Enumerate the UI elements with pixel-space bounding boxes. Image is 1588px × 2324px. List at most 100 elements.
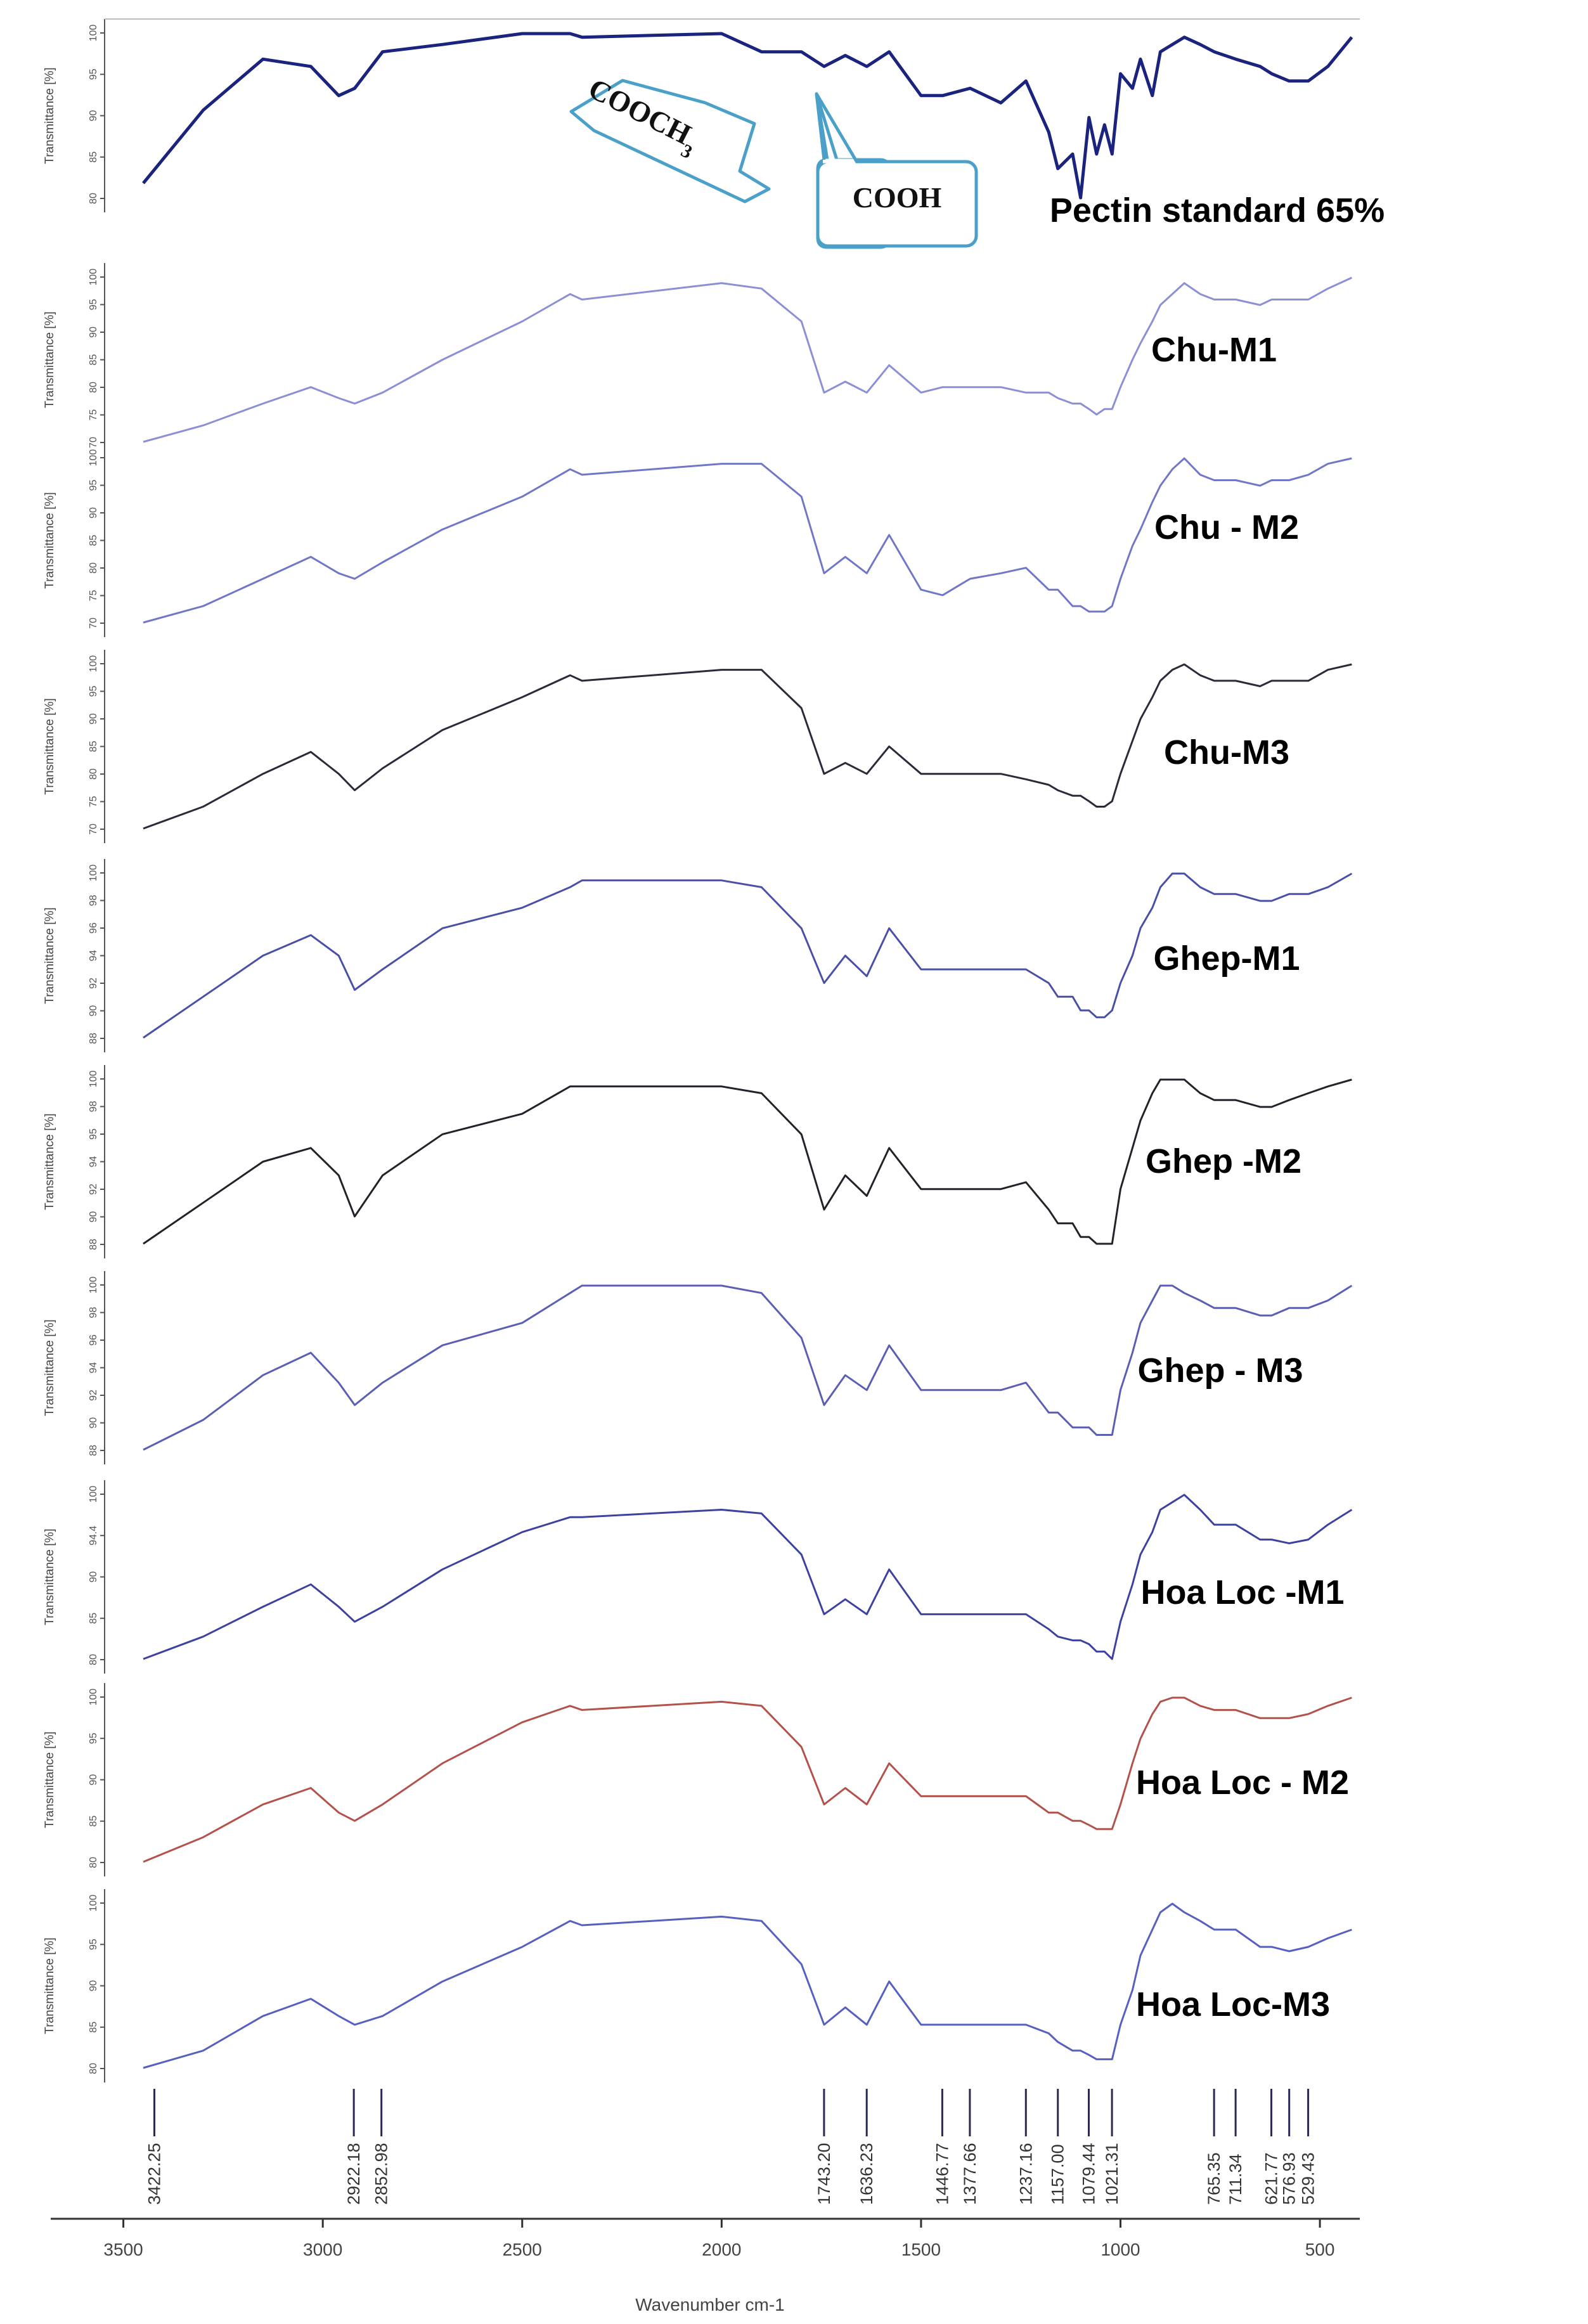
spectrum-line xyxy=(142,32,1353,200)
y-tick-label: 85 xyxy=(88,152,99,163)
peak-marker: 2922.18 xyxy=(344,2089,363,2205)
peak-marker-label: 1743.20 xyxy=(815,2143,834,2205)
y-tick-label: 100 xyxy=(88,269,99,286)
sample-label: Ghep-M1 xyxy=(1153,939,1300,978)
peak-marker: 1636.23 xyxy=(857,2089,876,2205)
peak-marker-label: 711.34 xyxy=(1226,2153,1245,2205)
y-tick-label: 88 xyxy=(88,1445,99,1456)
y-tick-label: 75 xyxy=(88,410,99,421)
peak-marker-label: 2922.18 xyxy=(344,2143,363,2205)
y-tick-label: 100 xyxy=(88,1071,99,1088)
peak-marker-label: 1446.77 xyxy=(933,2143,952,2205)
y-tick-label: 85 xyxy=(88,535,99,546)
x-tick-label: 3500 xyxy=(103,2240,143,2259)
x-axis-ticks: 3500 3000 2500 2000 1500 1000 500 xyxy=(103,2219,1334,2259)
y-tick-label: 95 xyxy=(88,1128,99,1140)
y-tick-label: 90 xyxy=(88,713,99,725)
y-tick-label: 80 xyxy=(88,193,99,204)
y-axis-label: Transmittance [%] xyxy=(43,907,56,1004)
spectrum-line xyxy=(143,1494,1353,1660)
y-tick-label: 94 xyxy=(88,1156,99,1168)
panel-4: 100 95 90 85 80 75 70 Transmittance [%] Chu-M3 xyxy=(43,650,1352,843)
peak-marker-label: 765.35 xyxy=(1204,2152,1223,2205)
y-tick-label: 100 xyxy=(88,655,99,673)
y-tick-label: 85 xyxy=(88,354,99,366)
y-tick-label: 100 xyxy=(88,1486,99,1503)
x-tick: 2500 xyxy=(503,2219,542,2259)
x-tick-label: 2500 xyxy=(503,2240,542,2259)
y-tick-label: 100 xyxy=(88,865,99,882)
y-tick-label: 80 xyxy=(88,1654,99,1665)
x-tick: 3500 xyxy=(103,2219,143,2259)
callout-cooch3: COOCH3 xyxy=(569,72,771,203)
sample-label: Chu-M3 xyxy=(1164,733,1289,771)
spectrum-line xyxy=(143,1696,1352,1863)
peak-marker: 529.43 xyxy=(1299,2089,1318,2205)
y-axis-label: Transmittance [%] xyxy=(43,1319,56,1416)
y-tick-label: 90 xyxy=(88,1005,99,1017)
sample-label: Hoa Loc-M3 xyxy=(1136,1985,1330,2024)
y-tick-label: 85 xyxy=(88,1613,99,1624)
spectrum-line xyxy=(143,872,1353,1039)
x-tick-label: 3000 xyxy=(303,2240,342,2259)
callouts: COOCH3 COOH xyxy=(569,72,978,249)
x-tick: 500 xyxy=(1305,2219,1334,2259)
panel-3: 100 95 90 85 80 75 70 Transmittance [%] Chu - M2 xyxy=(43,444,1352,637)
y-tick-label: 70 xyxy=(88,617,99,629)
x-tick: 1000 xyxy=(1101,2219,1140,2259)
spectrum-line xyxy=(143,663,1352,830)
y-tick-label: 95 xyxy=(88,68,99,80)
sample-label: Chu-M1 xyxy=(1151,331,1277,369)
y-tick-label: 90 xyxy=(88,110,99,122)
sample-label: Ghep - M3 xyxy=(1137,1352,1303,1390)
x-tick: 1500 xyxy=(901,2219,941,2259)
x-tick: 3000 xyxy=(303,2219,342,2259)
y-tick-label: 95 xyxy=(88,686,99,697)
y-tick-label: 96 xyxy=(88,1334,99,1346)
panel-7: 100 98 96 94 92 90 88 Transmittance [%] Ghep - M… xyxy=(43,1271,1353,1464)
y-tick-label: 98 xyxy=(88,1307,99,1319)
y-tick-label: 92 xyxy=(88,1390,99,1401)
y-tick-label: 75 xyxy=(88,590,99,602)
y-tick-label: 100 xyxy=(88,25,99,42)
y-tick-label: 92 xyxy=(88,978,99,989)
panel-9: 100 95 90 85 80 Transmittance [%] Hoa Loc - M2 xyxy=(43,1683,1352,1876)
y-axis-label: Transmittance [%] xyxy=(43,311,56,408)
panel-6: 100 98 95 94 92 90 88 Transmittance [%] Ghep -M2 xyxy=(43,1065,1352,1258)
spectrum-line xyxy=(143,1902,1352,2069)
y-tick-label: 85 xyxy=(88,741,99,752)
peak-marker: 1743.20 xyxy=(815,2089,834,2205)
spectrum-line xyxy=(143,457,1352,624)
y-tick-label: 70 xyxy=(88,823,99,835)
y-tick-label: 95 xyxy=(88,1733,99,1744)
x-tick-label: 1500 xyxy=(901,2240,941,2259)
y-tick-label: 90 xyxy=(88,1980,99,1992)
y-tick-label: 90 xyxy=(88,326,99,338)
y-tick-label: 80 xyxy=(88,2063,99,2074)
sample-label: Chu - M2 xyxy=(1154,508,1299,546)
y-axis-label: Transmittance [%] xyxy=(43,1528,56,1625)
peak-marker-label: 1079.44 xyxy=(1080,2143,1099,2205)
panel-10: 100 95 90 85 80 Transmittance [%] Hoa Loc-M3 xyxy=(43,1889,1352,2082)
peak-marker: 1237.16 xyxy=(1016,2089,1035,2205)
y-tick-label: 90 xyxy=(88,1211,99,1223)
y-tick-label: 100 xyxy=(88,449,99,467)
sample-label: Hoa Loc -M1 xyxy=(1140,1573,1344,1611)
panel-2: 100 95 90 85 80 75 70 Transmittance [%] Chu-M1 xyxy=(43,263,1353,456)
y-tick-label: 90 xyxy=(88,1774,99,1786)
peak-marker-label: 3422.25 xyxy=(145,2143,164,2205)
y-tick-label: 94 xyxy=(88,950,99,962)
peak-marker-label: 1021.31 xyxy=(1102,2143,1121,2205)
x-tick: 2000 xyxy=(702,2219,741,2259)
y-axis-label: Transmittance [%] xyxy=(43,492,56,588)
peak-marker: 711.34 xyxy=(1226,2089,1245,2205)
x-axis-label: Wavenumber cm-1 xyxy=(635,2295,784,2314)
callout-cooh-label: COOH xyxy=(853,181,942,214)
peak-marker-label: 529.43 xyxy=(1299,2152,1318,2205)
y-tick-label: 92 xyxy=(88,1184,99,1195)
peak-marker: 621.77 xyxy=(1262,2089,1281,2205)
y-tick-label: 80 xyxy=(88,1857,99,1868)
peak-marker: 1377.66 xyxy=(960,2089,979,2205)
y-tick-label: 98 xyxy=(88,1101,99,1113)
